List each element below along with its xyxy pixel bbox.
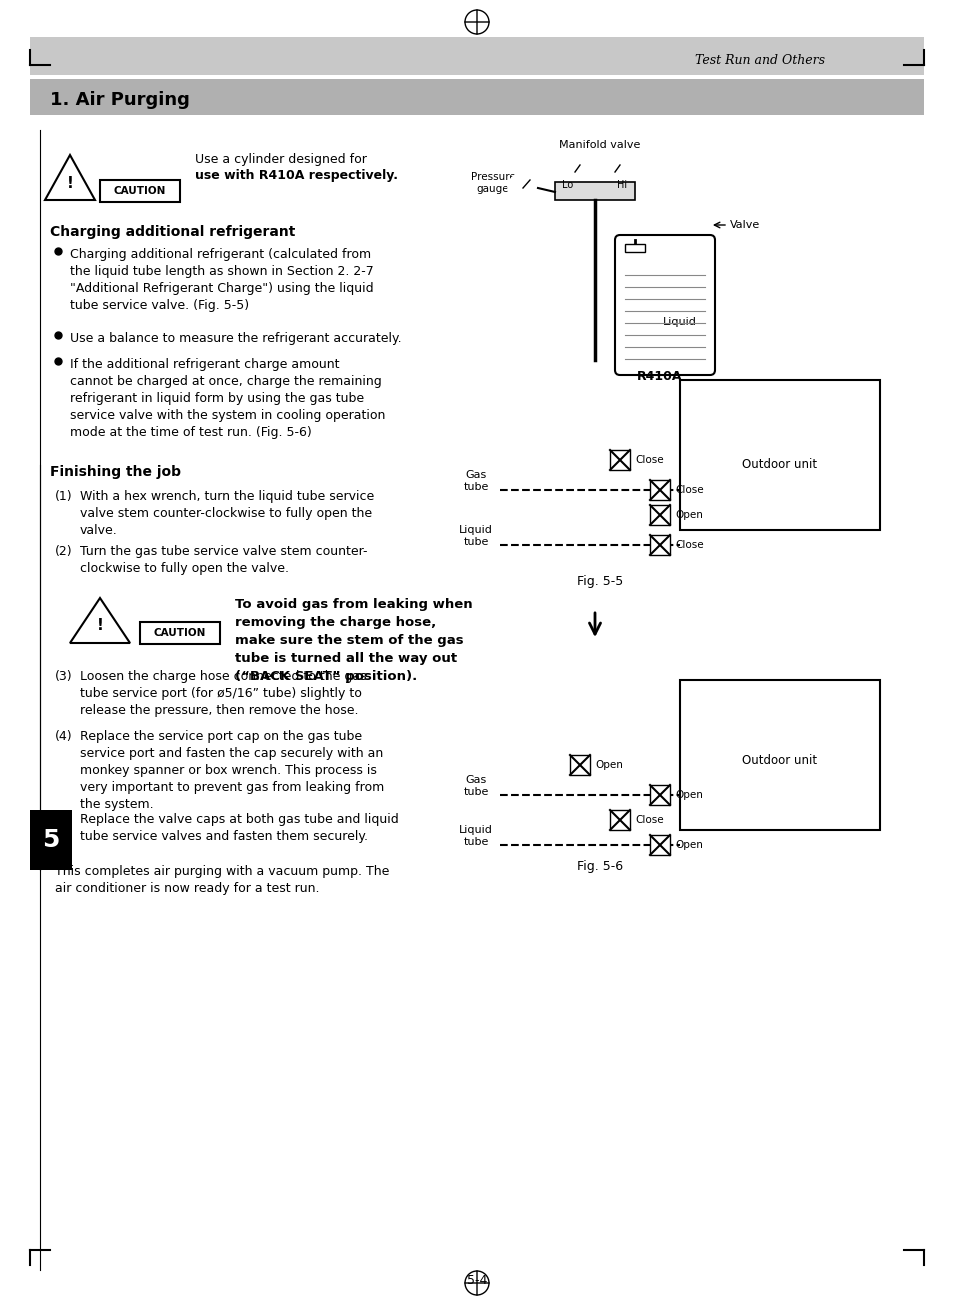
Text: Lo: Lo xyxy=(561,180,573,189)
FancyBboxPatch shape xyxy=(100,180,180,202)
Text: 5-4: 5-4 xyxy=(466,1273,487,1286)
Text: Close: Close xyxy=(635,454,663,465)
Text: Fig. 5-6: Fig. 5-6 xyxy=(577,859,622,872)
FancyBboxPatch shape xyxy=(649,835,669,855)
Text: Open: Open xyxy=(675,511,702,520)
FancyBboxPatch shape xyxy=(649,505,669,525)
FancyBboxPatch shape xyxy=(624,244,644,252)
Text: (5): (5) xyxy=(55,814,72,825)
Circle shape xyxy=(560,158,588,185)
Text: R410A: R410A xyxy=(637,370,682,383)
Text: use with R410A respectively.: use with R410A respectively. xyxy=(194,170,397,183)
Text: Finishing the job: Finishing the job xyxy=(50,465,181,479)
Text: Liquid: Liquid xyxy=(662,317,697,326)
FancyBboxPatch shape xyxy=(569,755,589,774)
Text: Charging additional refrigerant: Charging additional refrigerant xyxy=(50,225,295,239)
Text: Test Run and Others: Test Run and Others xyxy=(695,54,824,67)
Text: !: ! xyxy=(96,619,103,633)
Text: Loosen the charge hose connected to the gas
tube service port (for ø5/16” tube) : Loosen the charge hose connected to the … xyxy=(80,670,366,717)
Text: Liquid
tube: Liquid tube xyxy=(458,825,493,848)
Text: Hi: Hi xyxy=(617,180,626,189)
Text: Valve: Valve xyxy=(729,219,760,230)
Text: Close: Close xyxy=(675,485,703,495)
FancyBboxPatch shape xyxy=(30,810,71,870)
Text: Replace the service port cap on the gas tube
service port and fasten the cap sec: Replace the service port cap on the gas … xyxy=(80,730,384,811)
FancyBboxPatch shape xyxy=(30,37,923,74)
Text: !: ! xyxy=(67,175,73,191)
FancyBboxPatch shape xyxy=(609,451,629,470)
Text: Pressure
gauge: Pressure gauge xyxy=(470,172,515,193)
Text: Fig. 5-5: Fig. 5-5 xyxy=(577,575,622,588)
FancyBboxPatch shape xyxy=(649,535,669,555)
Circle shape xyxy=(507,172,537,202)
FancyBboxPatch shape xyxy=(615,235,714,375)
Text: (2): (2) xyxy=(55,545,72,558)
Text: Outdoor unit: Outdoor unit xyxy=(741,458,817,471)
Text: Gas
tube: Gas tube xyxy=(463,776,488,797)
Text: 5: 5 xyxy=(42,828,60,852)
Text: Open: Open xyxy=(675,840,702,850)
Text: (3): (3) xyxy=(55,670,72,683)
Text: To avoid gas from leaking when
removing the charge hose,
make sure the stem of t: To avoid gas from leaking when removing … xyxy=(234,598,472,683)
Text: Gas
tube: Gas tube xyxy=(463,470,488,492)
FancyBboxPatch shape xyxy=(649,785,669,804)
Text: Liquid
tube: Liquid tube xyxy=(458,525,493,547)
Text: CAUTION: CAUTION xyxy=(153,628,206,639)
Text: Replace the valve caps at both gas tube and liquid
tube service valves and faste: Replace the valve caps at both gas tube … xyxy=(80,814,398,842)
Text: (1): (1) xyxy=(55,490,72,503)
Text: Use a cylinder designed for: Use a cylinder designed for xyxy=(194,153,367,166)
Text: Turn the gas tube service valve stem counter-
clockwise to fully open the valve.: Turn the gas tube service valve stem cou… xyxy=(80,545,367,575)
Text: Open: Open xyxy=(675,790,702,801)
FancyBboxPatch shape xyxy=(609,810,629,831)
FancyBboxPatch shape xyxy=(649,481,669,500)
Text: Close: Close xyxy=(635,815,663,825)
Text: Use a balance to measure the refrigerant accurately.: Use a balance to measure the refrigerant… xyxy=(70,332,401,345)
Circle shape xyxy=(600,158,628,185)
Text: With a hex wrench, turn the liquid tube service
valve stem counter-clockwise to : With a hex wrench, turn the liquid tube … xyxy=(80,490,374,537)
FancyBboxPatch shape xyxy=(30,78,923,115)
Text: CAUTION: CAUTION xyxy=(113,185,166,196)
Text: Manifold valve: Manifold valve xyxy=(558,140,640,150)
Text: Close: Close xyxy=(675,539,703,550)
Text: If the additional refrigerant charge amount
cannot be charged at once, charge th: If the additional refrigerant charge amo… xyxy=(70,358,385,439)
Text: 1. Air Purging: 1. Air Purging xyxy=(50,91,190,108)
FancyBboxPatch shape xyxy=(679,680,879,831)
Text: This completes air purging with a vacuum pump. The
air conditioner is now ready : This completes air purging with a vacuum… xyxy=(55,865,389,895)
Text: Charging additional refrigerant (calculated from
the liquid tube length as shown: Charging additional refrigerant (calcula… xyxy=(70,248,374,312)
FancyBboxPatch shape xyxy=(555,182,635,200)
Text: (4): (4) xyxy=(55,730,72,743)
FancyBboxPatch shape xyxy=(140,622,220,644)
Text: Outdoor unit: Outdoor unit xyxy=(741,754,817,767)
Text: Open: Open xyxy=(595,760,622,771)
FancyBboxPatch shape xyxy=(679,380,879,530)
